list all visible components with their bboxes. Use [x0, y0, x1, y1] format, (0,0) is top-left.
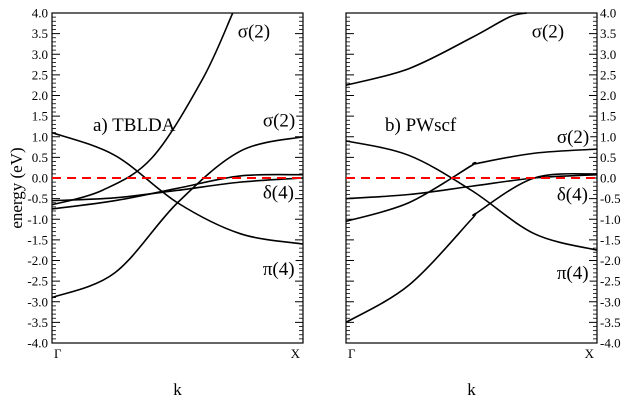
y-tick-label: 0.0 [32, 171, 48, 186]
y-tick-label: -2.0 [27, 253, 48, 268]
y-tick-label: -3.0 [27, 294, 48, 309]
band-line [345, 148, 598, 223]
band-label: σ(2) [263, 110, 295, 131]
y-tick-label: 2.5 [32, 67, 48, 82]
x-tick-label: Γ [348, 346, 356, 361]
band-label-background [555, 262, 590, 284]
y-tick-label: -2.0 [600, 253, 621, 268]
y-tick-label: 1.0 [600, 129, 616, 144]
y-tick-label: -1.5 [600, 232, 621, 247]
band-label-background [530, 21, 566, 43]
band-label-background [555, 126, 591, 148]
y-tick-label: 4.0 [600, 6, 616, 21]
y-tick-label: -3.0 [600, 294, 621, 309]
y-tick-label: -2.5 [600, 274, 621, 289]
x-axis-title: k [467, 380, 476, 399]
y-tick-label: -1.0 [600, 212, 621, 227]
y-tick-label: 0.5 [32, 150, 48, 165]
y-axis-title: energy (eV) [7, 147, 26, 228]
x-axis-title: k [173, 380, 182, 399]
band-label-background [261, 258, 296, 280]
panels-layer: 4.0 3.5 3.0 2.5 2.0 1.5 1.0 0.5 0.0 -0.5 -1.0 -1.5 -… [27, 6, 620, 400]
y-tick-label: -3.5 [600, 315, 621, 330]
band-line [345, 173, 598, 200]
band-label-background [555, 184, 589, 206]
panel-2: 4.0 3.5 3.0 2.5 2.0 1.5 1.0 0.5 0.0 -0.5 -1.0 -1.5 -… [345, 6, 621, 399]
y-tick-label: 3.5 [32, 26, 48, 41]
y-tick-label: -0.5 [600, 191, 621, 206]
y-tick-label: -4.0 [27, 336, 48, 351]
y-tick-label: -0.5 [27, 191, 48, 206]
band-label-background [236, 21, 272, 43]
band-label: δ(4) [557, 185, 588, 206]
band-line [345, 12, 527, 86]
y-tick-label: 2.5 [600, 67, 616, 82]
band-line [51, 177, 304, 202]
y-tick-label: 1.5 [600, 109, 616, 124]
band-label-background [261, 110, 297, 132]
band-label-background [261, 182, 295, 204]
band-label: π(4) [557, 263, 589, 284]
band-line [345, 140, 598, 251]
y-tick-label: -1.5 [27, 232, 48, 247]
y-tick-label: 3.0 [600, 47, 616, 62]
band-label: δ(4) [263, 182, 294, 203]
y-tick-label: 1.0 [32, 129, 48, 144]
panel-1: 4.0 3.5 3.0 2.5 2.0 1.5 1.0 0.5 0.0 -0.5 -1.0 -1.5 -… [27, 6, 304, 399]
y-tick-label: 0.0 [600, 171, 616, 186]
y-tick-label: 0.5 [600, 150, 616, 165]
band-line [51, 12, 234, 206]
y-tick-label: 2.0 [32, 88, 48, 103]
y-tick-label: -2.5 [27, 274, 48, 289]
y-tick-label: 2.0 [600, 88, 616, 103]
y-tick-label: -3.5 [27, 315, 48, 330]
x-tick-label: X [291, 346, 301, 361]
x-tick-label: X [585, 346, 595, 361]
panel-title: a) TBLDA [93, 115, 176, 136]
band-label: σ(2) [238, 22, 270, 43]
x-tick-label: Γ [54, 346, 62, 361]
y-tick-label: -1.0 [27, 212, 48, 227]
y-tick-label: 1.5 [32, 109, 48, 124]
y-tick-label: -4.0 [600, 336, 621, 351]
band-label: π(4) [263, 259, 295, 280]
band-line [51, 135, 304, 299]
band-line [51, 173, 304, 210]
panel-title: b) PWscf [385, 115, 457, 136]
y-tick-label: 3.0 [32, 47, 48, 62]
y-tick-label: 4.0 [32, 6, 48, 21]
y-tick-label: 3.5 [600, 26, 616, 41]
band-label: σ(2) [557, 127, 589, 148]
band-label: σ(2) [532, 22, 564, 43]
